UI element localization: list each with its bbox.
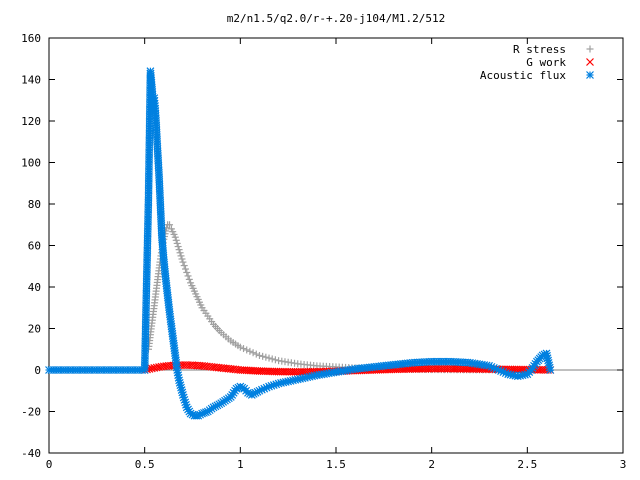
y-tick-label: 140 <box>21 74 41 87</box>
series-0 <box>144 221 554 374</box>
legend-label: R stress <box>513 43 566 56</box>
chart-title: m2/n1.5/q2.0/r-+.20-j104/M1.2/512 <box>227 12 446 25</box>
data-point <box>236 343 244 351</box>
y-tick-label: 0 <box>34 364 41 377</box>
data-point <box>268 355 276 363</box>
data-point <box>249 349 257 357</box>
data-point <box>174 243 182 251</box>
data-point <box>183 268 191 276</box>
y-tick-label: 60 <box>28 240 41 253</box>
x-tick-label: 2.5 <box>517 458 537 471</box>
data-point <box>243 346 251 354</box>
data-point <box>255 351 263 359</box>
data-point <box>184 272 192 280</box>
legend-marker <box>586 71 594 79</box>
data-point <box>175 246 183 254</box>
x-tick-label: 3 <box>620 458 627 471</box>
series-layer <box>45 67 555 420</box>
data-point <box>166 221 174 229</box>
data-point <box>145 365 154 373</box>
data-point <box>178 255 186 263</box>
y-tick-label: -20 <box>21 406 41 419</box>
data-point <box>265 354 273 362</box>
x-tick-label: 0 <box>46 458 53 471</box>
y-tick-label: 40 <box>28 281 41 294</box>
x-axis: 0 0.5 1 1.5 2 2.5 3 <box>46 38 627 471</box>
series-2 <box>45 67 555 420</box>
data-point <box>252 350 260 358</box>
data-point <box>271 356 279 364</box>
data-point <box>181 265 189 273</box>
y-axis: -40 -20 0 20 40 60 80 100 120 140 160 <box>21 32 623 460</box>
y-tick-label: 100 <box>21 157 41 170</box>
y-tick-label: 160 <box>21 32 41 45</box>
x-tick-label: 0.5 <box>135 458 155 471</box>
y-tick-label: -40 <box>21 447 41 460</box>
x-tick-label: 1.5 <box>326 458 346 471</box>
data-point <box>240 345 248 353</box>
legend-marker <box>586 58 594 66</box>
legend-label: Acoustic flux <box>480 69 566 82</box>
data-point <box>259 352 267 360</box>
data-point <box>179 258 187 266</box>
data-point <box>185 275 193 283</box>
data-point <box>176 249 184 257</box>
y-tick-label: 20 <box>28 323 41 336</box>
x-tick-label: 1 <box>237 458 244 471</box>
data-point <box>173 239 181 247</box>
y-tick-label: 120 <box>21 115 41 128</box>
legend-label: G work <box>526 56 566 69</box>
data-point <box>262 353 270 361</box>
data-point <box>180 262 188 270</box>
x-tick-label: 2 <box>428 458 435 471</box>
plot-frame <box>48 37 624 454</box>
data-point <box>172 236 180 244</box>
y-tick-label: 80 <box>28 198 41 211</box>
data-point <box>177 252 185 260</box>
data-point <box>171 233 179 241</box>
data-point <box>246 347 254 355</box>
legend-marker <box>586 45 594 53</box>
data-point <box>546 366 555 374</box>
